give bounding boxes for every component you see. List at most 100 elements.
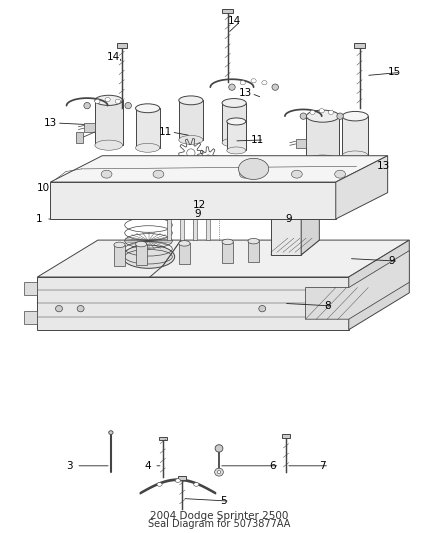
Polygon shape — [301, 198, 319, 255]
Ellipse shape — [95, 99, 100, 103]
Text: 13: 13 — [44, 118, 57, 128]
Text: 9: 9 — [389, 256, 395, 266]
Polygon shape — [248, 241, 259, 262]
Polygon shape — [135, 108, 160, 148]
Ellipse shape — [310, 110, 315, 115]
Ellipse shape — [222, 239, 233, 245]
Polygon shape — [50, 182, 336, 219]
Polygon shape — [50, 156, 388, 182]
Polygon shape — [305, 251, 409, 319]
Ellipse shape — [114, 242, 125, 248]
Ellipse shape — [300, 113, 307, 119]
Polygon shape — [180, 219, 184, 240]
Polygon shape — [336, 156, 388, 219]
Polygon shape — [342, 116, 368, 156]
Text: 7: 7 — [319, 461, 326, 471]
Polygon shape — [159, 437, 167, 440]
Ellipse shape — [337, 113, 343, 119]
Ellipse shape — [335, 170, 346, 178]
Text: Seal Diagram for 5073877AA: Seal Diagram for 5073877AA — [148, 519, 290, 529]
Ellipse shape — [135, 143, 160, 152]
Ellipse shape — [328, 110, 333, 115]
Ellipse shape — [215, 445, 223, 452]
Polygon shape — [114, 245, 125, 266]
Polygon shape — [25, 282, 37, 295]
Ellipse shape — [259, 305, 266, 312]
Text: 10: 10 — [37, 183, 50, 193]
Text: 14: 14 — [106, 52, 120, 62]
Ellipse shape — [238, 158, 269, 180]
Text: 15: 15 — [388, 67, 401, 77]
Ellipse shape — [115, 99, 120, 103]
Ellipse shape — [105, 98, 110, 102]
Ellipse shape — [179, 135, 203, 144]
Text: 5: 5 — [220, 496, 226, 506]
Ellipse shape — [342, 111, 368, 121]
Ellipse shape — [306, 155, 339, 167]
Polygon shape — [354, 43, 365, 47]
Ellipse shape — [135, 241, 147, 247]
Polygon shape — [296, 139, 306, 148]
Ellipse shape — [311, 305, 318, 312]
Ellipse shape — [157, 482, 162, 486]
Polygon shape — [76, 132, 83, 142]
Polygon shape — [179, 100, 203, 140]
Ellipse shape — [187, 149, 195, 157]
Text: 3: 3 — [67, 461, 73, 471]
Ellipse shape — [194, 482, 199, 486]
Ellipse shape — [222, 138, 246, 147]
Polygon shape — [95, 100, 123, 145]
Polygon shape — [84, 123, 95, 132]
Ellipse shape — [240, 80, 245, 85]
Polygon shape — [223, 9, 233, 13]
Polygon shape — [222, 242, 233, 263]
Ellipse shape — [306, 110, 339, 122]
Ellipse shape — [77, 305, 84, 312]
Text: 9: 9 — [285, 214, 292, 224]
Text: 11: 11 — [158, 127, 172, 137]
Polygon shape — [206, 219, 210, 240]
Ellipse shape — [262, 80, 267, 85]
Ellipse shape — [56, 305, 63, 312]
Ellipse shape — [229, 84, 235, 90]
Ellipse shape — [179, 240, 190, 246]
Ellipse shape — [342, 151, 368, 160]
Ellipse shape — [95, 140, 123, 150]
Polygon shape — [37, 240, 409, 277]
Ellipse shape — [153, 170, 164, 178]
Polygon shape — [222, 103, 246, 142]
Polygon shape — [179, 244, 190, 264]
Ellipse shape — [175, 479, 180, 482]
Ellipse shape — [215, 468, 223, 476]
Ellipse shape — [205, 155, 212, 162]
Ellipse shape — [122, 245, 175, 268]
Polygon shape — [135, 244, 147, 265]
Polygon shape — [227, 122, 246, 150]
Polygon shape — [306, 116, 339, 161]
Text: 11: 11 — [251, 135, 265, 145]
Polygon shape — [25, 311, 37, 325]
Ellipse shape — [291, 170, 302, 178]
Ellipse shape — [319, 109, 324, 113]
Polygon shape — [178, 477, 186, 480]
Ellipse shape — [109, 431, 113, 434]
Ellipse shape — [227, 118, 246, 125]
Ellipse shape — [125, 102, 131, 109]
Polygon shape — [193, 219, 198, 240]
Text: 8: 8 — [324, 301, 330, 311]
Ellipse shape — [179, 96, 203, 105]
Ellipse shape — [248, 238, 259, 244]
Ellipse shape — [95, 95, 123, 106]
Polygon shape — [37, 277, 349, 330]
Ellipse shape — [101, 170, 112, 178]
Ellipse shape — [217, 471, 221, 474]
Text: 6: 6 — [270, 461, 276, 471]
Ellipse shape — [222, 99, 246, 108]
Polygon shape — [282, 434, 290, 438]
Ellipse shape — [227, 147, 246, 154]
Ellipse shape — [251, 79, 256, 83]
Polygon shape — [349, 240, 409, 330]
Ellipse shape — [84, 102, 90, 109]
Polygon shape — [271, 213, 301, 255]
Polygon shape — [167, 219, 171, 240]
